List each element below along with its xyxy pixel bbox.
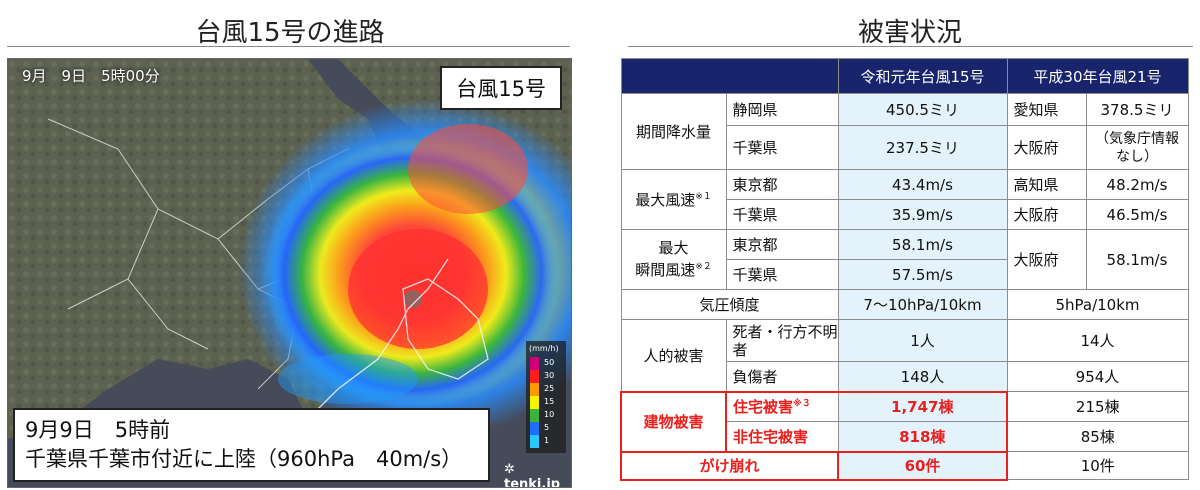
maxwind-label: 最大風速※１ — [620, 169, 727, 230]
rain-val21-2: （気象庁情報なし） — [1085, 125, 1189, 170]
table-header-row: 令和元年台風15号 平成30年台風21号 — [620, 58, 1189, 94]
building-sub-1: 住宅被害※３ — [725, 390, 839, 422]
legend-swatch-4 — [530, 409, 539, 422]
legend-value-4: 10 — [544, 410, 555, 419]
maxwind-val15-2: 35.9m/s — [837, 199, 1008, 230]
legend-value-5: 5 — [544, 423, 550, 432]
gust-pref21: 大阪府 — [1006, 229, 1087, 290]
table-row: がけ崩れ 60件 10件 — [620, 450, 1189, 481]
rain-val15-1: 450.5ミリ — [837, 93, 1008, 126]
legend-swatch-0 — [530, 357, 539, 370]
table-row: 期間降水量 静岡県 450.5ミリ 愛知県 378.5ミリ — [620, 93, 1189, 170]
landslide-val21: 10件 — [1006, 451, 1189, 480]
tenki-watermark: ✲ tenki.jp — [504, 462, 571, 488]
human-val15-2: 148人 — [837, 361, 1008, 392]
legend-swatch-5 — [530, 422, 539, 435]
table-row: 負傷者 148人 954人 — [621, 361, 1189, 392]
human-val15-1: 1人 — [837, 319, 1008, 362]
human-sub-2: 負傷者 — [725, 361, 839, 392]
table-row: 人的被害 死者・行方不明者 1人 14人 — [620, 319, 1189, 392]
map-heading: 台風15号の進路 — [195, 18, 385, 48]
building-val15-2: 818棟 — [837, 421, 1008, 453]
table-heading: 被害状況 — [857, 18, 962, 48]
maxwind-label-text: 最大風速 — [635, 191, 696, 209]
legend-unit: (mm/h) — [529, 344, 559, 353]
legend-value-3: 15 — [544, 397, 555, 406]
table-heading-rule — [628, 46, 1193, 47]
rain-pref21-2: 大阪府 — [1006, 125, 1087, 170]
legend-value-1: 30 — [544, 371, 555, 380]
rain-label: 期間降水量 — [620, 93, 727, 170]
header-typhoon21: 平成30年台風21号 — [1006, 58, 1189, 94]
maxwind-pref-1: 東京都 — [725, 169, 839, 200]
header-blank — [620, 58, 839, 94]
map-timestamp: 9月 9日 5時00分 — [22, 67, 160, 85]
gust-label-line-2: 瞬間風速 — [635, 261, 696, 279]
typhoon-label-box: 台風15号 — [440, 66, 562, 110]
maxwind-pref-2: 千葉県 — [725, 199, 839, 230]
damage-table: 令和元年台風15号 平成30年台風21号 期間降水量 静岡県 450.5ミリ 愛… — [620, 58, 1189, 481]
landfall-caption: 9月9日 5時前 千葉県千葉市付近に上陸（960hPa 40m/s） — [13, 408, 491, 482]
maxwind-note: ※１ — [695, 192, 712, 202]
table-row: 最大風速※１ 東京都 43.4m/s 高知県 48.2m/s — [620, 169, 1189, 230]
rain-val15-2: 237.5ミリ — [837, 125, 1008, 170]
building-label: 建物被害 — [620, 390, 727, 453]
rain-pref-1: 静岡県 — [725, 93, 839, 126]
legend-swatch-2 — [530, 383, 539, 396]
rain-val21-1: 378.5ミリ — [1085, 93, 1189, 126]
landslide-label: がけ崩れ — [620, 450, 839, 481]
maxwind-val21-1: 48.2m/s — [1085, 169, 1189, 200]
table-row: 千葉県 57.5m/s — [621, 259, 1188, 290]
pressure-label: 気圧傾度 — [620, 289, 839, 320]
gust-note: ※２ — [695, 262, 712, 272]
legend-value-0: 50 — [544, 358, 555, 367]
legend-swatch-1 — [530, 370, 539, 383]
table-row: 気圧傾度 7〜10hPa/10km 5hPa/10km — [620, 289, 1189, 320]
human-val21-1: 14人 — [1006, 319, 1189, 362]
radar-map: 9月 9日 5時00分 台風15号 (mm/h) 50 30 25 15 10 … — [7, 58, 572, 488]
maxwind-pref21-2: 大阪府 — [1006, 199, 1087, 230]
maxwind-val15-1: 43.4m/s — [837, 169, 1008, 200]
gust-pref-1: 東京都 — [725, 229, 839, 260]
radar-map-graphic — [8, 59, 571, 487]
pressure-val21: 5hPa/10km — [1006, 289, 1189, 320]
gust-label: 最大瞬間風速※２ — [620, 229, 727, 290]
table-row: 千葉県 35.9m/s 大阪府 46.5m/s — [621, 199, 1189, 230]
gust-val21: 58.1m/s — [1085, 229, 1189, 290]
gust-val15-2: 57.5m/s — [837, 259, 1008, 290]
building-sub-1-text: 住宅被害 — [733, 398, 794, 417]
legend-value-2: 25 — [544, 384, 555, 393]
building-val21-1: 215棟 — [1006, 391, 1189, 422]
legend-swatch-3 — [530, 396, 539, 409]
maxwind-pref21-1: 高知県 — [1006, 169, 1087, 200]
building-val15-1: 1,747棟 — [837, 390, 1008, 422]
gust-val15-1: 58.1m/s — [837, 229, 1008, 260]
header-typhoon15: 令和元年台風15号 — [837, 58, 1008, 94]
pressure-val15: 7〜10hPa/10km — [837, 289, 1008, 320]
caption-line-2: 千葉県千葉市付近に上陸（960hPa 40m/s） — [25, 447, 463, 471]
tenki-logo-icon: ✲ — [504, 462, 515, 477]
building-note: ※３ — [793, 399, 811, 410]
rain-pref-2: 千葉県 — [725, 125, 839, 170]
landslide-val15: 60件 — [837, 450, 1008, 481]
building-sub-2: 非住宅被害 — [725, 421, 839, 453]
human-val21-2: 954人 — [1006, 361, 1189, 392]
legend-swatch-6 — [530, 435, 539, 448]
gust-label-line-1: 最大 — [658, 239, 689, 257]
rain-legend: (mm/h) 50 30 25 15 10 5 1 — [526, 341, 566, 453]
building-val21-2: 85棟 — [1006, 421, 1189, 452]
table-row: 最大瞬間風速※２ 東京都 58.1m/s 大阪府 58.1m/s — [620, 229, 1189, 290]
legend-value-6: 1 — [544, 436, 550, 445]
table-row: 建物被害 住宅被害※３ 1,747棟 215棟 — [620, 390, 1189, 453]
human-label: 人的被害 — [620, 319, 727, 392]
rain-pref21-1: 愛知県 — [1006, 93, 1087, 126]
maxwind-val21-2: 46.5m/s — [1085, 199, 1189, 230]
caption-line-1: 9月9日 5時前 — [25, 418, 171, 442]
human-sub-1: 死者・行方不明者 — [725, 319, 839, 362]
gust-pref-2: 千葉県 — [725, 259, 839, 290]
map-heading-rule — [7, 46, 570, 47]
tenki-watermark-text: tenki.jp — [504, 477, 561, 488]
